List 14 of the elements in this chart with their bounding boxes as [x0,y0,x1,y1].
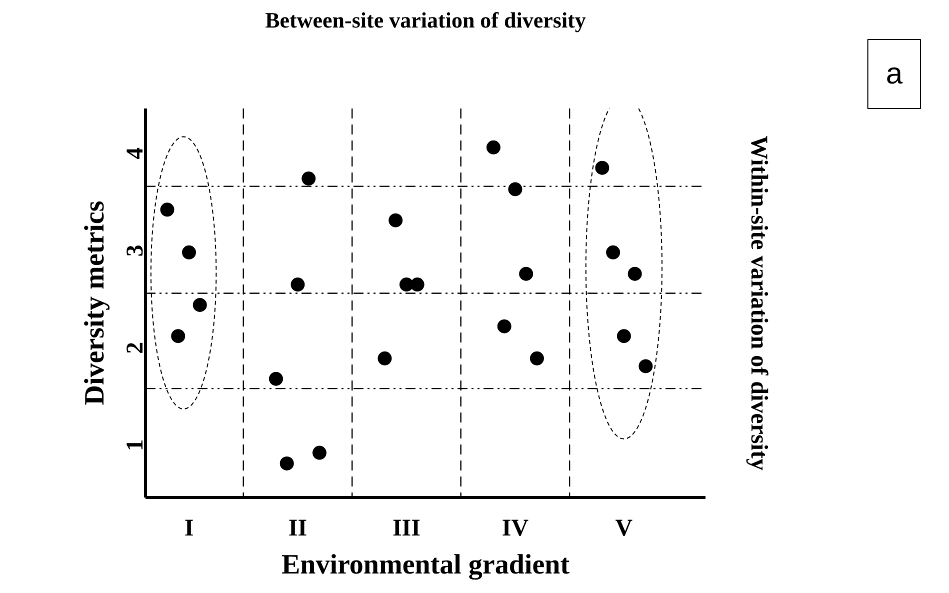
chart-title: Between-site variation of diversity [265,8,586,32]
y-tick-label: 4 [122,147,148,160]
y-tick-label: 1 [122,439,148,452]
x-tick-label: II [288,516,308,542]
text: a [886,58,903,90]
text: Within-site variation of diversity [746,136,772,470]
y-tick-label: 3 [122,244,148,257]
x-tick-label: V [615,516,634,542]
y-tick-label: 2 [122,342,148,354]
x-axis-title: Environmental gradient [281,550,570,580]
x-tick-label: III [392,516,420,542]
x-tick-label: IV [502,516,530,542]
y-axis-title: Diversity metrics [80,200,110,406]
x-tick-label: I [184,516,194,542]
